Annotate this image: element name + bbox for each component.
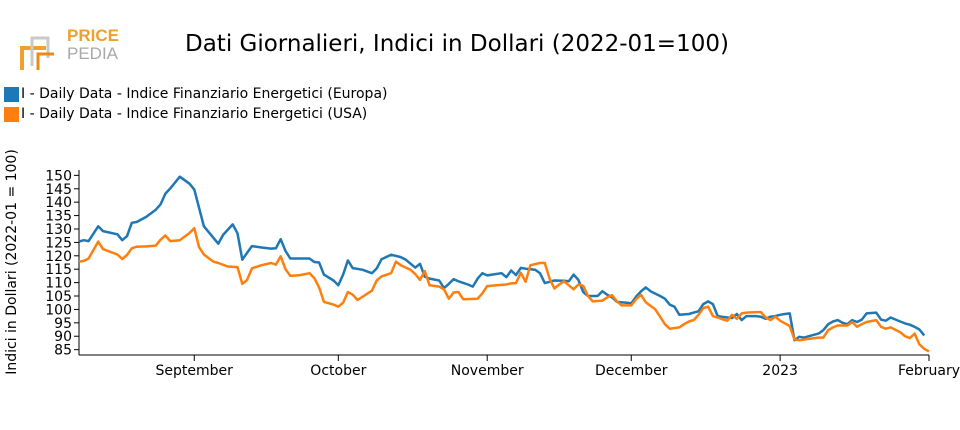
x-tick-label: February bbox=[898, 363, 960, 379]
x-tick-label: December bbox=[595, 363, 668, 379]
y-tick-label: 115 bbox=[45, 262, 72, 278]
logo-mark-icon: PRICE PEDIA bbox=[20, 26, 119, 70]
y-tick-label: 90 bbox=[54, 329, 72, 345]
chart-title: Dati Giornalieri, Indici in Dollari (202… bbox=[185, 31, 729, 57]
y-tick-label: 110 bbox=[45, 276, 72, 292]
y-tick-label: 140 bbox=[45, 195, 72, 211]
y-tick-label: 85 bbox=[54, 343, 72, 359]
legend-swatch-usa bbox=[4, 106, 19, 122]
y-tick-label: 100 bbox=[45, 302, 72, 318]
logo-text-pedia: PEDIA bbox=[67, 44, 119, 63]
y-tick-label: 150 bbox=[45, 168, 72, 184]
x-tick-label: November bbox=[451, 363, 524, 379]
legend-swatch-europa bbox=[4, 86, 19, 102]
series-line-europa bbox=[78, 175, 926, 342]
y-tick-label: 105 bbox=[45, 289, 72, 305]
legend-item-europa[interactable]: I - Daily Data - Indice Finanziario Ener… bbox=[4, 84, 387, 104]
y-axis-label: Indici in Dollari (2022-01 = 100) bbox=[4, 149, 20, 375]
x-tick-label: September bbox=[156, 363, 234, 379]
x-tick-label: October bbox=[310, 363, 366, 379]
y-tick-label: 125 bbox=[45, 235, 72, 251]
x-tick-label: 2023 bbox=[762, 363, 798, 379]
y-tick-label: 135 bbox=[45, 209, 72, 225]
y-tick-label: 95 bbox=[54, 316, 72, 332]
y-tick-label: 145 bbox=[45, 182, 72, 198]
logo-text-price: PRICE bbox=[67, 26, 119, 45]
series-line-usa bbox=[78, 226, 930, 353]
legend-item-usa[interactable]: I - Daily Data - Indice Finanziario Ener… bbox=[4, 104, 387, 124]
y-tick-label: 130 bbox=[45, 222, 72, 238]
y-tick-label: 120 bbox=[45, 249, 72, 265]
chart-legend: I - Daily Data - Indice Finanziario Ener… bbox=[4, 84, 387, 124]
series-layer bbox=[78, 175, 930, 353]
legend-label-europa: I - Daily Data - Indice Finanziario Ener… bbox=[21, 86, 388, 102]
legend-label-usa: I - Daily Data - Indice Finanziario Ener… bbox=[21, 106, 368, 122]
pricepedia-logo: PRICE PEDIA bbox=[20, 24, 130, 74]
